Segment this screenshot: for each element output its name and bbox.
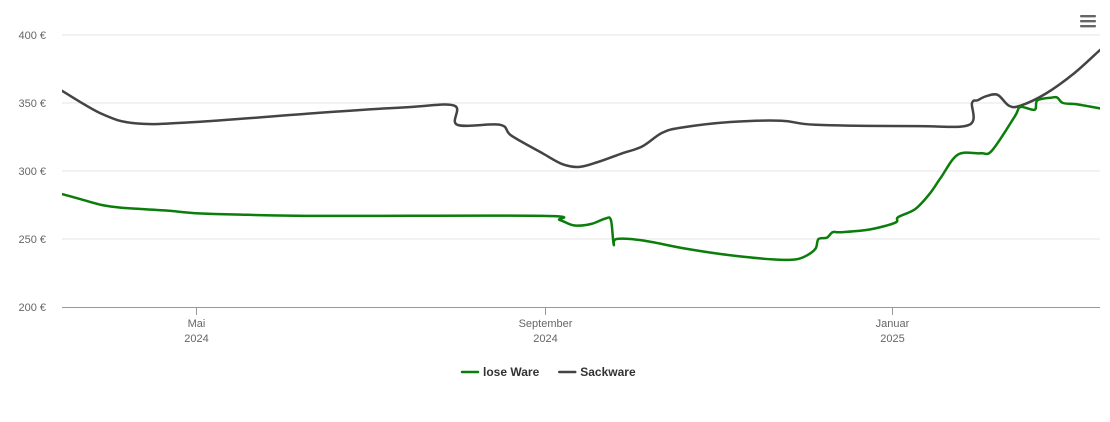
menu-icon[interactable] (1080, 15, 1096, 28)
x-tick-year: 2024 (184, 333, 208, 345)
legend-label: Sackware (580, 365, 636, 379)
grid-lines (62, 34, 1100, 240)
y-tick-label: 350 € (18, 98, 46, 110)
series-line-0[interactable] (62, 95, 1100, 262)
x-tick-month: Januar (876, 318, 910, 330)
x-tick-year: 2024 (533, 333, 557, 345)
y-axis: 200 € 250 € 300 € 350 € 400 € (18, 30, 46, 314)
legend-label: lose Ware (483, 365, 540, 379)
x-tick-month: Mai (188, 318, 206, 330)
legend-item-1[interactable]: Sackware (558, 365, 636, 379)
y-tick-label: 400 € (18, 30, 46, 42)
series-line-1[interactable] (62, 48, 1100, 169)
y-tick-label: 250 € (18, 234, 46, 246)
x-axis: Mai 2024 September 2024 Januar 2025 (62, 307, 1100, 345)
x-tick-month: September (519, 318, 573, 330)
plot-area (62, 48, 1100, 262)
legend-item-0[interactable]: lose Ware (460, 365, 540, 379)
y-tick-label: 200 € (18, 302, 46, 314)
y-tick-label: 300 € (18, 166, 46, 178)
x-tick-year: 2025 (880, 333, 904, 345)
legend: lose Ware Sackware (460, 365, 636, 379)
